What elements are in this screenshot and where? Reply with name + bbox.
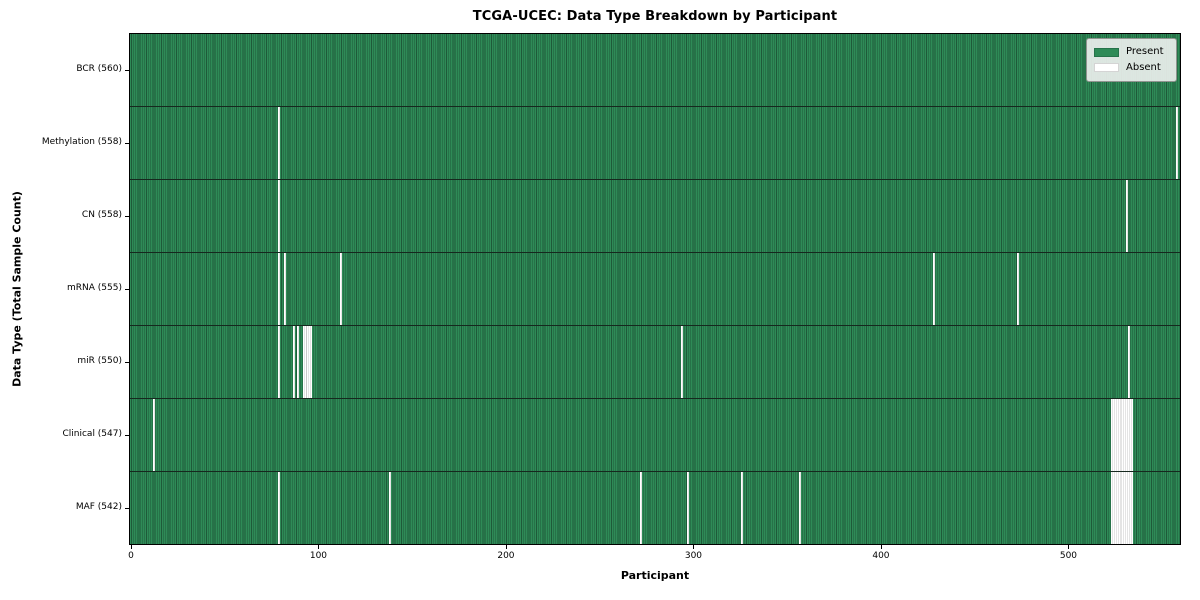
- x-tick: [505, 545, 507, 549]
- absent-stripe: [1110, 472, 1134, 544]
- y-tick: [125, 70, 129, 72]
- absent-stripe: [1125, 180, 1128, 252]
- absent-stripe: [1016, 253, 1019, 325]
- y-tick: [125, 289, 129, 290]
- x-tick-label: 500: [1059, 551, 1078, 561]
- absent-stripe: [302, 326, 312, 398]
- heatmap-row-methylation: [130, 107, 1180, 180]
- x-tick: [1068, 545, 1070, 549]
- absent-stripe: [388, 472, 391, 544]
- heatmap-row-cn: [130, 180, 1180, 253]
- x-tick-label: 0: [128, 551, 134, 561]
- row-label: BCR (560): [76, 64, 122, 75]
- absent-stripe: [340, 253, 342, 325]
- heatmap-row-mrna: [130, 253, 1180, 326]
- absent-swatch: [1094, 63, 1119, 73]
- y-tick: [125, 507, 129, 509]
- row-label: Clinical (547): [62, 428, 122, 439]
- absent-stripe: [1127, 326, 1130, 398]
- absent-stripe: [283, 253, 286, 325]
- absent-stripe: [278, 253, 281, 325]
- legend-label-present: Present: [1126, 46, 1164, 58]
- present-swatch: [1094, 47, 1119, 57]
- y-tick: [125, 361, 129, 363]
- legend: Present Absent: [1086, 38, 1177, 82]
- y-tick: [125, 434, 129, 436]
- legend-label-absent: Absent: [1126, 61, 1161, 73]
- row-label: Methylation (558): [41, 137, 122, 148]
- absent-stripe: [278, 107, 281, 179]
- absent-stripe: [278, 326, 281, 398]
- heatmap-row-bcr: [130, 34, 1180, 107]
- x-tick: [318, 545, 320, 549]
- y-tick: [125, 216, 129, 218]
- absent-stripe: [1110, 399, 1134, 471]
- row-label: mRNA (555): [67, 283, 122, 293]
- absent-stripe: [152, 399, 155, 471]
- legend-item-present: Present: [1094, 47, 1169, 57]
- heatmap-plot: [129, 33, 1181, 545]
- absent-stripe: [640, 472, 642, 544]
- x-tick-label: 200: [497, 551, 515, 561]
- heatmap-row-clinical: [130, 399, 1180, 472]
- x-tick: [130, 545, 132, 549]
- absent-stripe: [1176, 107, 1179, 179]
- x-tick-label: 100: [309, 551, 328, 561]
- x-tick-label: 300: [684, 551, 703, 561]
- x-tick-label: 400: [872, 551, 890, 561]
- heatmap-row-mir: [130, 326, 1180, 399]
- x-axis-label: Participant: [620, 569, 690, 582]
- legend-item-absent: Absent: [1094, 61, 1169, 73]
- x-tick: [880, 545, 882, 549]
- x-tick: [693, 545, 695, 549]
- absent-stripe: [278, 180, 281, 252]
- absent-stripe: [681, 326, 684, 398]
- absent-stripe: [293, 326, 296, 398]
- row-label: MAF (542): [75, 501, 122, 512]
- y-tick: [125, 143, 129, 145]
- row-label: miR (550): [77, 355, 122, 366]
- absent-stripe: [686, 472, 689, 544]
- absent-stripe: [932, 253, 935, 325]
- heatmap-row-maf: [130, 472, 1180, 544]
- absent-stripe: [799, 472, 802, 544]
- absent-stripe: [278, 472, 281, 544]
- chart-title: TCGA-UCEC: Data Type Breakdown by Partic…: [472, 9, 838, 24]
- row-label: CN (558): [81, 210, 122, 221]
- absent-stripe: [296, 326, 299, 398]
- absent-stripe: [741, 472, 744, 544]
